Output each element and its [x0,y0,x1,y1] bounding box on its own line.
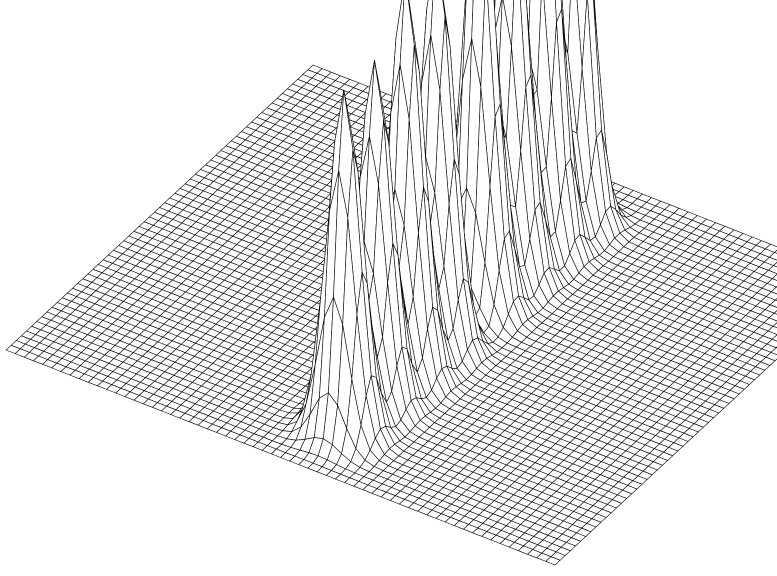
surface-mesh [5,0,777,566]
surface-cell [545,556,561,566]
surface-cell [770,347,777,356]
